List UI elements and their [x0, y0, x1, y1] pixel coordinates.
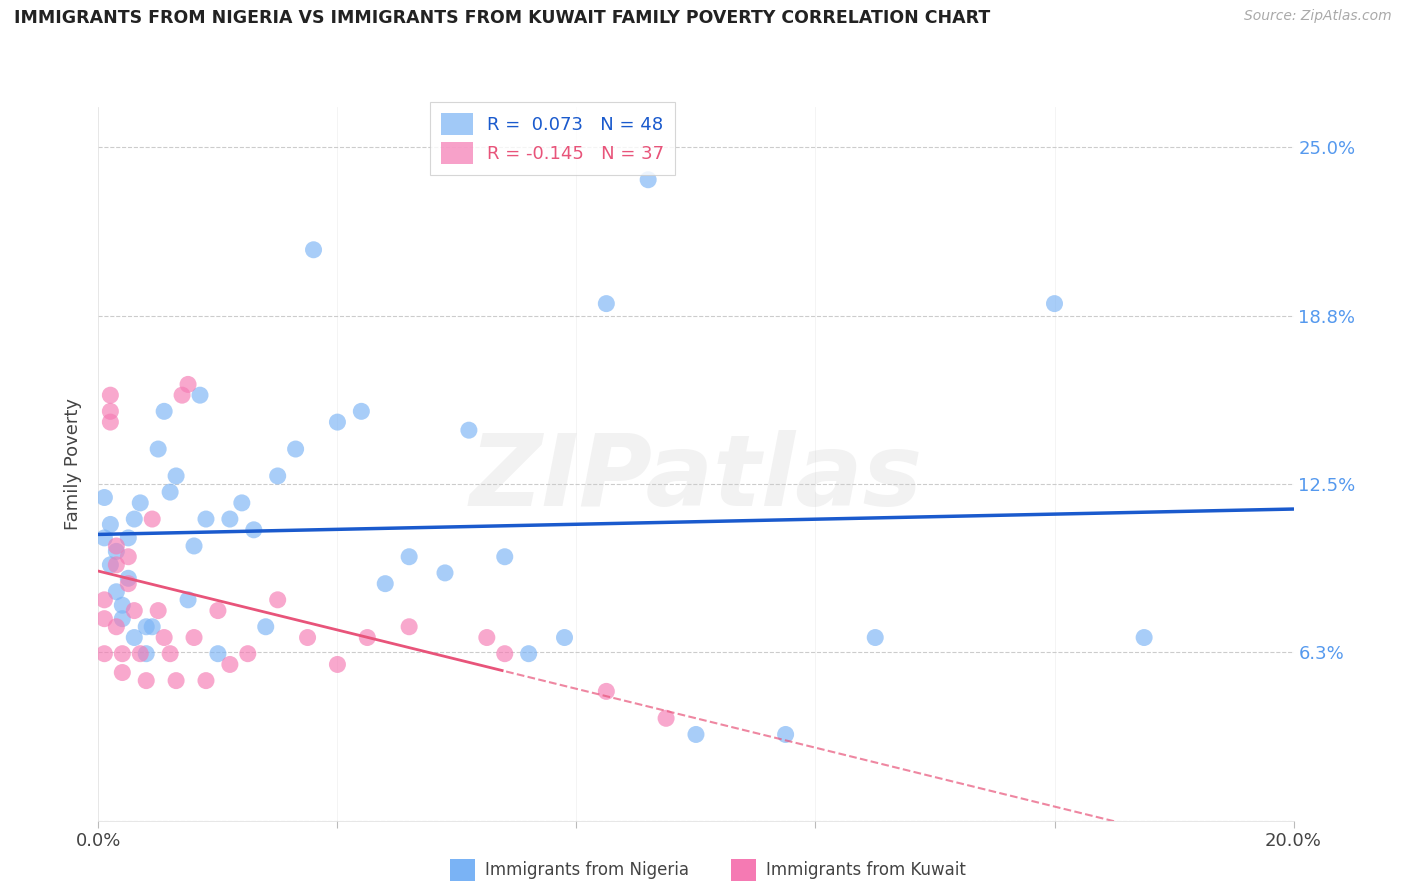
- Point: [135, 673, 157, 688]
- Point: [111, 612, 134, 626]
- Point: [93, 531, 115, 545]
- Point: [100, 388, 122, 402]
- Point: [231, 496, 253, 510]
- Point: [100, 404, 122, 418]
- Point: [326, 415, 349, 429]
- Point: [93, 592, 115, 607]
- Point: [124, 631, 146, 645]
- Point: [100, 558, 122, 572]
- Point: [177, 377, 200, 392]
- Point: [398, 549, 420, 564]
- Point: [554, 631, 576, 645]
- Point: [124, 604, 146, 618]
- Point: [356, 631, 378, 645]
- Point: [105, 584, 128, 599]
- Point: [141, 620, 163, 634]
- Point: [105, 620, 128, 634]
- Point: [219, 512, 242, 526]
- Point: [117, 576, 139, 591]
- Point: [159, 485, 181, 500]
- Point: [219, 657, 242, 672]
- Point: [148, 442, 170, 456]
- Point: [148, 604, 170, 618]
- Point: [494, 549, 516, 564]
- Point: [129, 496, 152, 510]
- Point: [374, 576, 396, 591]
- Text: Immigrants from Nigeria: Immigrants from Nigeria: [485, 861, 689, 879]
- Point: [267, 469, 290, 483]
- Point: [458, 423, 481, 437]
- Point: [243, 523, 266, 537]
- Point: [637, 173, 659, 187]
- Point: [93, 647, 115, 661]
- Point: [105, 558, 128, 572]
- Point: [165, 673, 187, 688]
- Point: [1133, 631, 1156, 645]
- Point: [111, 598, 134, 612]
- Point: [685, 727, 707, 741]
- Point: [350, 404, 373, 418]
- Point: [775, 727, 797, 741]
- Point: [267, 592, 290, 607]
- Point: [135, 620, 157, 634]
- Point: [111, 647, 134, 661]
- Point: [100, 517, 122, 532]
- Point: [153, 631, 176, 645]
- Point: [117, 571, 139, 585]
- Point: [172, 388, 194, 402]
- Point: [297, 631, 319, 645]
- Text: ZIPatlas: ZIPatlas: [470, 430, 922, 526]
- Point: [254, 620, 277, 634]
- Point: [434, 566, 457, 580]
- Point: [207, 647, 229, 661]
- Point: [302, 243, 325, 257]
- Text: IMMIGRANTS FROM NIGERIA VS IMMIGRANTS FROM KUWAIT FAMILY POVERTY CORRELATION CHA: IMMIGRANTS FROM NIGERIA VS IMMIGRANTS FR…: [14, 9, 990, 27]
- Point: [129, 647, 152, 661]
- Point: [595, 684, 617, 698]
- Point: [177, 592, 200, 607]
- Point: [93, 491, 115, 505]
- Point: [595, 296, 617, 310]
- Point: [865, 631, 887, 645]
- Point: [159, 647, 181, 661]
- Point: [284, 442, 307, 456]
- Y-axis label: Family Poverty: Family Poverty: [65, 398, 83, 530]
- Point: [183, 539, 205, 553]
- Point: [188, 388, 211, 402]
- Point: [117, 549, 139, 564]
- Point: [655, 711, 678, 725]
- Point: [1043, 296, 1066, 310]
- Point: [183, 631, 205, 645]
- Point: [236, 647, 259, 661]
- Point: [494, 647, 516, 661]
- Point: [517, 647, 540, 661]
- Point: [207, 604, 229, 618]
- Legend: R =  0.073   N = 48, R = -0.145   N = 37: R = 0.073 N = 48, R = -0.145 N = 37: [430, 102, 675, 175]
- Point: [141, 512, 163, 526]
- Point: [100, 415, 122, 429]
- Point: [105, 544, 128, 558]
- Point: [105, 539, 128, 553]
- Point: [195, 673, 218, 688]
- Point: [124, 512, 146, 526]
- Text: Immigrants from Kuwait: Immigrants from Kuwait: [766, 861, 966, 879]
- Text: Source: ZipAtlas.com: Source: ZipAtlas.com: [1244, 9, 1392, 23]
- Point: [111, 665, 134, 680]
- Point: [165, 469, 187, 483]
- Point: [135, 647, 157, 661]
- Point: [117, 531, 139, 545]
- Point: [153, 404, 176, 418]
- Point: [93, 612, 115, 626]
- Point: [195, 512, 218, 526]
- Point: [398, 620, 420, 634]
- Point: [475, 631, 498, 645]
- Point: [326, 657, 349, 672]
